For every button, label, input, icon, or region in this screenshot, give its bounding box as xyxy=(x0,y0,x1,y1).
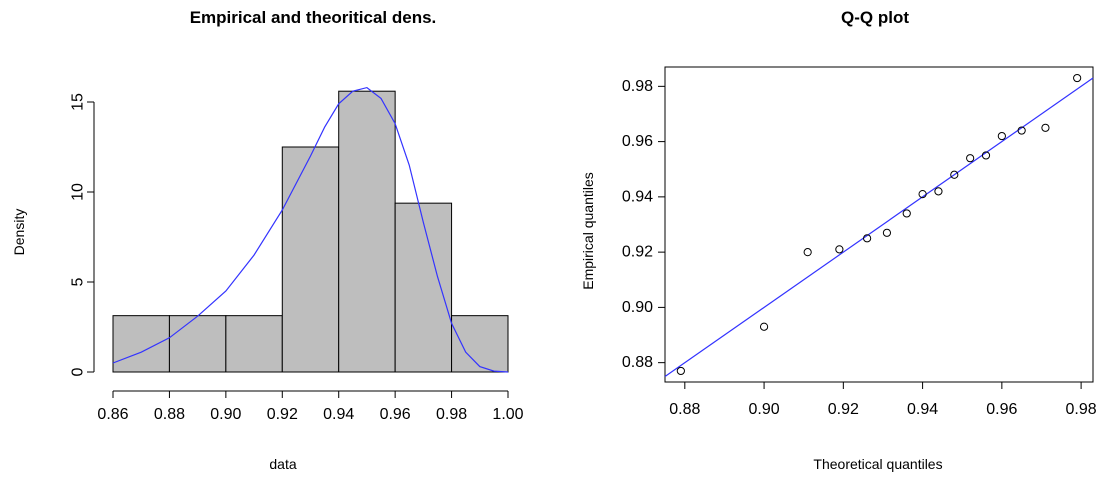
qq-point-6 xyxy=(883,229,890,236)
histogram-y-tick-label: 15 xyxy=(70,93,87,111)
histogram-x-tick-label: 0.90 xyxy=(210,406,241,423)
qq-y-tick-label: 0.96 xyxy=(622,133,653,150)
histogram-x-tick-label: 0.88 xyxy=(154,406,185,423)
qq-x-axis: 0.88 0.90 0.92 0.94 0.96 0.98 xyxy=(669,382,1097,418)
qq-y-label: Empirical quantiles xyxy=(580,172,596,290)
histogram-bar-5 xyxy=(339,91,395,372)
qq-point-15 xyxy=(1042,124,1049,131)
histogram-x-label: data xyxy=(269,456,296,472)
qq-y-tick-label: 0.98 xyxy=(622,78,653,95)
histogram-bars xyxy=(113,91,508,372)
qq-y-tick-label: 0.94 xyxy=(622,188,653,205)
qq-point-7 xyxy=(903,210,910,217)
histogram-x-tick-label: 1.00 xyxy=(492,406,523,423)
histogram-y-axis: 0 5 10 15 xyxy=(70,93,95,376)
qq-x-tick-label: 0.90 xyxy=(749,401,780,418)
histogram-bar-2 xyxy=(169,316,225,372)
qq-plot-box xyxy=(665,67,1093,382)
histogram-x-tick-label: 0.94 xyxy=(323,406,354,423)
qq-point-1 xyxy=(677,367,684,374)
histogram-bar-6 xyxy=(395,203,451,372)
histogram-x-tick-label: 0.92 xyxy=(267,406,298,423)
histogram-x-axis: 0.86 0.88 0.90 0.92 0.94 0.96 0.98 1.00 xyxy=(97,391,523,423)
qq-x-label: Theoretical quantiles xyxy=(813,456,942,472)
histogram-x-tick-label: 0.98 xyxy=(436,406,467,423)
qq-y-tick-label: 0.88 xyxy=(622,354,653,371)
histogram-y-tick-label: 0 xyxy=(70,367,87,376)
histogram-title: Empirical and theoritical dens. xyxy=(190,8,437,27)
qq-x-tick-label: 0.88 xyxy=(669,401,700,418)
qq-point-13 xyxy=(998,132,1005,139)
qq-y-tick-label: 0.90 xyxy=(622,299,653,316)
histogram-y-label: Density xyxy=(11,209,27,256)
qq-point-16 xyxy=(1074,74,1081,81)
histogram-panel: Empirical and theoritical dens. 0.86 0.88… xyxy=(11,8,524,472)
qq-x-tick-label: 0.98 xyxy=(1066,401,1097,418)
qq-point-3 xyxy=(804,249,811,256)
qq-y-axis: 0.88 0.90 0.92 0.94 0.96 0.98 xyxy=(622,78,665,371)
histogram-x-tick-label: 0.86 xyxy=(97,406,128,423)
qq-reference-line xyxy=(665,78,1093,376)
qq-point-2 xyxy=(760,323,767,330)
histogram-x-tick-label: 0.96 xyxy=(380,406,411,423)
histogram-bar-3 xyxy=(226,316,282,372)
qq-x-tick-label: 0.96 xyxy=(986,401,1017,418)
histogram-y-tick-label: 10 xyxy=(70,183,87,201)
qq-points xyxy=(677,74,1080,374)
histogram-y-tick-label: 5 xyxy=(70,277,87,286)
histogram-bar-4 xyxy=(282,147,338,372)
qq-y-tick-label: 0.92 xyxy=(622,244,653,261)
qq-x-tick-label: 0.94 xyxy=(907,401,938,418)
qq-point-4 xyxy=(836,246,843,253)
qq-point-11 xyxy=(967,155,974,162)
histogram-bar-7 xyxy=(452,316,508,372)
qq-title: Q-Q plot xyxy=(841,8,909,27)
histogram-bar-1 xyxy=(113,316,169,372)
qq-panel: Q-Q plot 0.88 0.90 0.92 0.94 0.96 0.98 0.880.… xyxy=(580,8,1097,472)
qq-point-9 xyxy=(935,188,942,195)
qq-x-tick-label: 0.92 xyxy=(828,401,859,418)
